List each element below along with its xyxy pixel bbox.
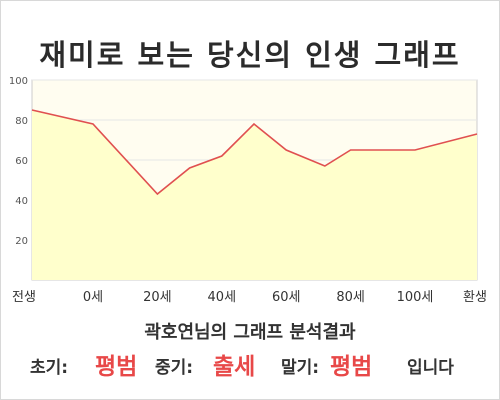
series-line xyxy=(31,109,478,196)
x-tick-label: 0세 xyxy=(83,290,103,305)
early-value: 평범 xyxy=(95,354,138,380)
middle-label: 중기: xyxy=(155,358,194,378)
late-value: 평범 xyxy=(330,354,373,380)
x-tick-label: 80세 xyxy=(336,290,365,305)
y-tick-label: 20 xyxy=(15,236,28,247)
y-tick-label: 60 xyxy=(15,156,28,167)
x-tick-label: 100세 xyxy=(397,290,434,305)
x-tick-label: 전생 xyxy=(12,290,36,305)
x-tick-label: 40세 xyxy=(208,290,237,305)
result-suffix: 입니다 xyxy=(407,358,454,378)
y-tick-label: 100 xyxy=(9,76,28,87)
y-tick-label: 40 xyxy=(15,196,28,207)
early-label: 초기: xyxy=(30,358,69,378)
result-subtitle: 곽호연님의 그래프 분석결과 xyxy=(144,322,356,343)
y-axis-ticks: 20 40 60 80 100 xyxy=(9,76,28,247)
middle-value: 출세 xyxy=(213,354,256,380)
x-tick-label: 20세 xyxy=(143,290,172,305)
x-axis-ticks: 전생 0세 20세 40세 60세 80세 100세 환생 xyxy=(12,290,487,305)
x-tick-label: 60세 xyxy=(272,290,301,305)
page-title: 재미로 보는 당신의 인생 그래프 xyxy=(39,38,461,72)
x-tick-label: 환생 xyxy=(463,290,487,305)
result-summary: 초기: 평범 중기: 출세 말기: 평범 입니다 xyxy=(0,344,500,380)
area-fill xyxy=(32,110,477,280)
y-tick-label: 80 xyxy=(15,116,28,127)
late-label: 말기: xyxy=(281,358,320,378)
